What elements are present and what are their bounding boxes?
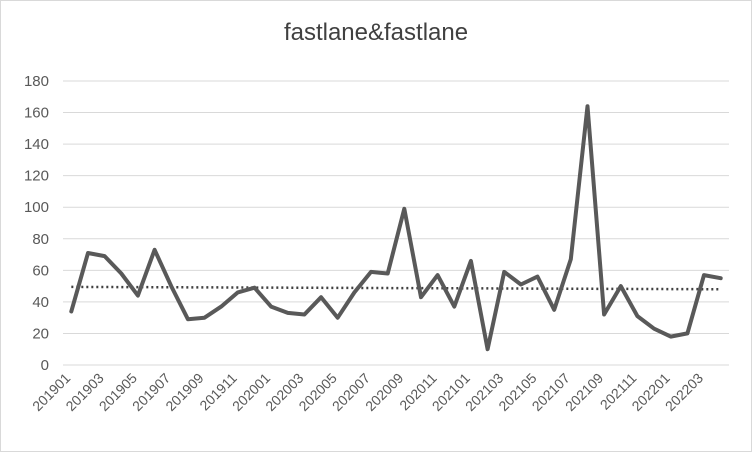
x-tick-label: 202203 <box>662 370 706 414</box>
x-tick-label: 202109 <box>562 370 606 414</box>
y-tick-label: 60 <box>32 262 49 279</box>
trendline <box>71 285 721 291</box>
y-tick-label: 20 <box>32 325 49 342</box>
y-tick-label: 140 <box>24 136 49 153</box>
y-tick-label: 40 <box>32 294 49 311</box>
x-tick-label: 201909 <box>162 370 206 414</box>
y-tick-label: 160 <box>24 105 49 122</box>
y-tick-label: 0 <box>41 357 49 374</box>
series-line <box>69 104 723 352</box>
y-tick-label: 180 <box>24 73 49 90</box>
y-tick-label: 80 <box>32 231 49 248</box>
y-tick-label: 100 <box>24 199 49 216</box>
y-tick-label: 120 <box>24 168 49 185</box>
x-tick-label: 202009 <box>362 370 406 414</box>
chart-title: fastlane&fastlane <box>283 19 469 46</box>
